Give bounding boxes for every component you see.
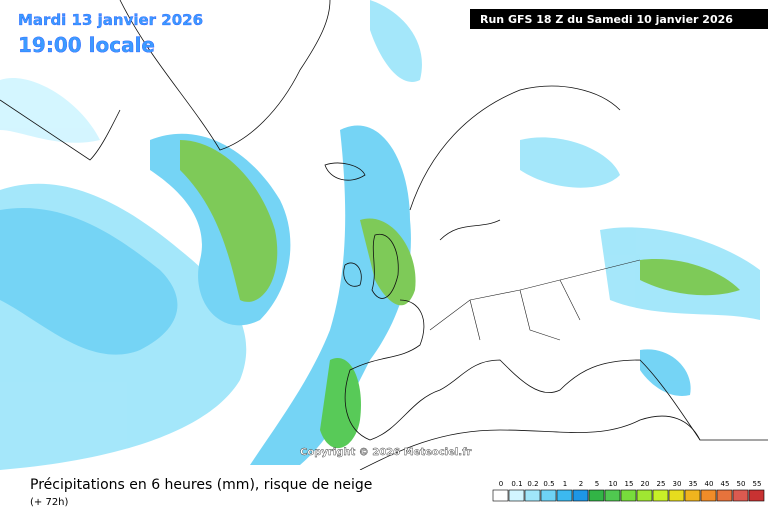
legend-swatch (572, 489, 589, 502)
precip-area (640, 349, 691, 396)
country-borders (429, 259, 641, 341)
precip-area (180, 140, 278, 302)
precip-area (370, 0, 422, 82)
legend-swatch (716, 489, 733, 502)
precip-area (520, 137, 620, 188)
legend-value: 5 (595, 480, 599, 488)
legend-swatch (604, 489, 621, 502)
legend-value: 2 (579, 480, 583, 488)
legend-value: 35 (689, 480, 698, 488)
legend-value: 10 (609, 480, 618, 488)
legend-value: 25 (657, 480, 666, 488)
legend-swatch (684, 489, 701, 502)
mediterranean-north-coast (344, 299, 768, 441)
time-label: 19:00 locale (18, 33, 155, 57)
map (0, 0, 768, 471)
legend-value: 1 (563, 480, 567, 488)
precip-area (320, 358, 361, 449)
ireland-coast (343, 262, 362, 287)
legend-value: 0.1 (511, 480, 522, 488)
run-label: Run GFS 18 Z du Samedi 10 janvier 2026 (480, 13, 733, 26)
legend-swatch (636, 489, 653, 502)
legend-value: 20 (641, 480, 650, 488)
precip-area (0, 78, 100, 143)
coastlines (0, 0, 768, 471)
run-banner (470, 9, 768, 29)
legend-swatch (668, 489, 685, 502)
precip-area (640, 259, 740, 296)
footer-lead: (+ 72h) (30, 497, 69, 508)
legend-value: 30 (673, 480, 682, 488)
copyright: Copyright © 2026 Meteociel.fr (300, 447, 471, 458)
canada-coast (0, 99, 121, 161)
date-label: Mardi 13 janvier 2026 (18, 11, 203, 29)
legend-value: 15 (625, 480, 634, 488)
legend-swatch (620, 489, 637, 502)
legend-swatch (748, 489, 765, 502)
legend-value: 0.5 (543, 480, 554, 488)
precip-area (0, 208, 178, 355)
legend-swatch (556, 489, 573, 502)
legend-swatch (588, 489, 605, 502)
legend-value: 0.2 (527, 480, 538, 488)
britain-coast (371, 233, 399, 299)
precipitation (0, 0, 760, 470)
legend-value: 45 (721, 480, 730, 488)
legend-value: 40 (705, 480, 714, 488)
legend-swatch (524, 489, 541, 502)
legend-value: 55 (753, 480, 762, 488)
footer-title: Précipitations en 6 heures (mm), risque … (30, 477, 372, 493)
legend-swatch (732, 489, 749, 502)
legend-swatch (652, 489, 669, 502)
greenland-coast (119, 0, 331, 151)
legend-value: 0 (499, 480, 503, 488)
scandinavia-coast (409, 85, 621, 241)
legend-swatch (540, 489, 557, 502)
legend-swatch (508, 489, 525, 502)
legend-swatch (700, 489, 717, 502)
africa-coast (359, 415, 701, 471)
legend: 0 0.1 0.2 0.5 1 2 5 10 15 20 25 30 35 40 45 50 55 (492, 480, 765, 502)
precip-area (250, 125, 411, 465)
legend-swatch (492, 489, 509, 502)
legend-value: 50 (737, 480, 746, 488)
iceland-coast (324, 162, 366, 181)
